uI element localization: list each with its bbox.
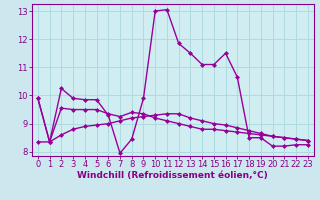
X-axis label: Windchill (Refroidissement éolien,°C): Windchill (Refroidissement éolien,°C) [77, 171, 268, 180]
